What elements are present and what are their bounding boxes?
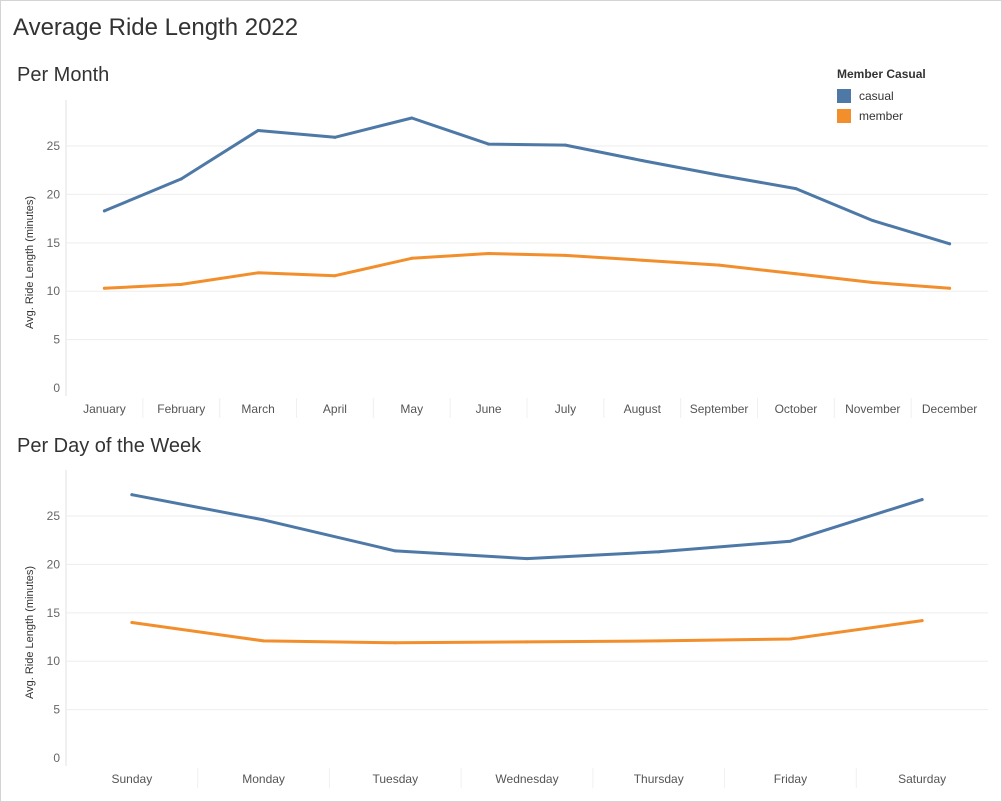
dashboard-title: Average Ride Length 2022 — [13, 14, 299, 41]
month-point-casual[interactable] — [871, 219, 875, 223]
month-y-tick-label: 25 — [47, 139, 61, 153]
dow-point-casual[interactable] — [920, 498, 924, 502]
month-point-member[interactable] — [948, 286, 952, 290]
dow-point-member[interactable] — [130, 621, 134, 624]
dow-point-casual[interactable] — [657, 550, 661, 554]
dow-point-casual[interactable] — [262, 518, 266, 522]
month-point-member[interactable] — [794, 272, 798, 276]
dow-y-tick-label: 25 — [47, 509, 61, 523]
month-point-member[interactable] — [640, 258, 644, 262]
dow-point-member[interactable] — [920, 619, 924, 623]
per-month-line-chart[interactable]: 0 5 10 15 20 25 January February March April May Ju… — [0, 100, 1002, 430]
month-x-tick-label: January — [83, 402, 126, 416]
month-x-tick-label: September — [690, 402, 749, 416]
month-y-tick-label: 20 — [47, 187, 61, 201]
dow-x-tick-label: Monday — [242, 772, 285, 786]
dow-point-member[interactable] — [393, 641, 397, 645]
dow-series-casual[interactable] — [130, 493, 924, 561]
month-y-tick-label: 15 — [47, 236, 61, 250]
month-point-member[interactable] — [102, 286, 106, 290]
month-y-tick-label: 10 — [47, 284, 61, 298]
dow-x-tick-label: Sunday — [112, 772, 153, 786]
month-point-casual[interactable] — [563, 143, 567, 147]
month-point-member[interactable] — [179, 282, 183, 286]
legend-item-member[interactable]: member — [837, 106, 926, 126]
dow-point-casual[interactable] — [130, 493, 134, 497]
dow-y-tick-label: 10 — [47, 654, 61, 668]
dow-x-tick-label: Friday — [774, 772, 807, 786]
month-x-tick-label: June — [476, 402, 502, 416]
dow-point-member[interactable] — [657, 639, 661, 643]
month-point-member[interactable] — [333, 274, 337, 278]
month-point-casual[interactable] — [410, 116, 414, 120]
month-point-member[interactable] — [256, 271, 260, 275]
dow-point-member[interactable] — [525, 640, 529, 644]
dow-y-tick-label: 0 — [53, 751, 60, 765]
month-point-member[interactable] — [563, 253, 567, 257]
legend-label-member: member — [859, 109, 904, 123]
month-series-casual[interactable] — [102, 116, 952, 246]
month-point-casual[interactable] — [640, 159, 644, 163]
legend-swatch-casual — [837, 89, 851, 103]
legend-label-casual: casual — [859, 89, 894, 103]
month-x-tick-label: November — [845, 402, 900, 416]
month-point-member[interactable] — [871, 281, 875, 285]
legend[interactable]: Member Casual casual member — [837, 67, 926, 126]
month-x-tick-label: July — [555, 402, 576, 416]
dow-series-member[interactable] — [130, 619, 924, 645]
month-x-tick-label: December — [922, 402, 977, 416]
legend-title: Member Casual — [837, 67, 926, 81]
per-day-of-week-line-chart[interactable]: 0 5 10 15 20 25 Sunday Monday Tuesday Wednesday Th… — [0, 470, 1002, 800]
dow-y-axis-title: Avg. Ride Length (minutes) — [24, 566, 36, 699]
month-point-casual[interactable] — [179, 177, 183, 181]
chart-title-per-day: Per Day of the Week — [17, 435, 202, 457]
dow-y-tick-label: 20 — [47, 557, 61, 571]
legend-item-casual[interactable]: casual — [837, 86, 926, 106]
month-point-member[interactable] — [487, 251, 491, 255]
month-point-casual[interactable] — [487, 142, 491, 146]
dow-point-casual[interactable] — [788, 539, 792, 543]
dow-y-tick-label: 5 — [53, 703, 60, 717]
month-y-tick-label: 0 — [53, 381, 60, 395]
month-y-tick-label: 5 — [53, 333, 60, 347]
month-point-member[interactable] — [410, 256, 414, 260]
month-point-member[interactable] — [717, 263, 721, 267]
month-x-tick-label: March — [241, 402, 274, 416]
dow-point-casual[interactable] — [525, 557, 529, 561]
month-point-casual[interactable] — [256, 129, 260, 133]
month-x-tick-label: October — [775, 402, 818, 416]
month-x-tick-label: May — [400, 402, 423, 416]
dow-x-tick-label: Saturday — [898, 772, 946, 786]
month-point-casual[interactable] — [102, 209, 106, 213]
month-y-axis-title: Avg. Ride Length (minutes) — [24, 196, 36, 329]
dow-point-member[interactable] — [262, 639, 266, 643]
month-point-casual[interactable] — [794, 187, 798, 191]
dow-point-member[interactable] — [788, 637, 792, 641]
dow-x-tick-label: Tuesday — [372, 772, 418, 786]
dow-point-casual[interactable] — [393, 549, 397, 553]
month-series-member[interactable] — [102, 252, 952, 290]
month-x-tick-label: February — [157, 402, 205, 416]
legend-swatch-member — [837, 109, 851, 123]
month-point-casual[interactable] — [333, 135, 337, 139]
dow-x-tick-label: Thursday — [634, 772, 684, 786]
chart-title-per-month: Per Month — [17, 64, 110, 86]
dow-x-tick-label: Wednesday — [495, 772, 558, 786]
month-point-casual[interactable] — [717, 173, 721, 177]
month-point-casual[interactable] — [948, 242, 952, 246]
month-x-tick-label: August — [624, 402, 662, 416]
dow-y-tick-label: 15 — [47, 606, 61, 620]
month-x-tick-label: April — [323, 402, 347, 416]
